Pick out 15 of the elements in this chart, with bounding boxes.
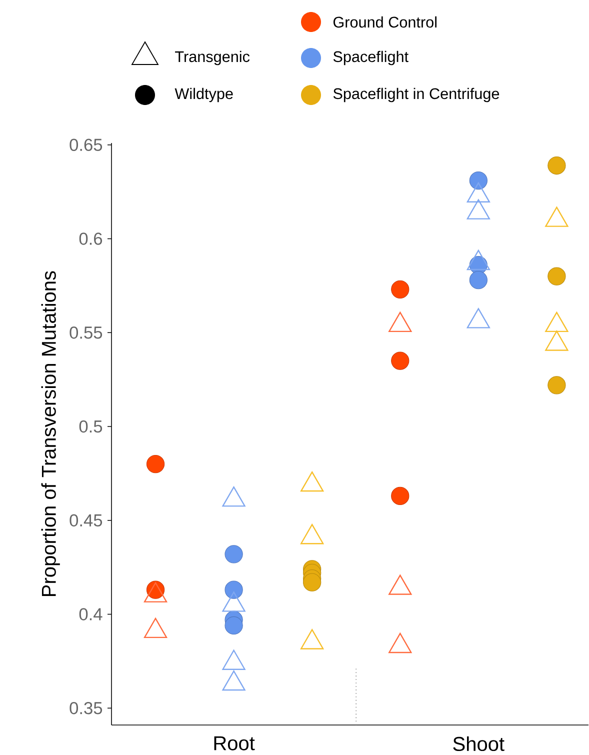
y-axis-title: Proportion of Transversion Mutations <box>41 271 60 596</box>
legend-label: Ground Control <box>333 16 436 28</box>
y-tick-label: 0.45 <box>70 514 102 526</box>
y-tick-label: 0.4 <box>79 608 102 620</box>
text: Wildtype <box>174 88 233 102</box>
legend-label: Spaceflight <box>333 50 408 66</box>
legend-label: Spaceflight in Centrifuge <box>333 88 500 102</box>
y-tick-label: 0.35 <box>70 702 102 714</box>
y-tick-label: 0.5 <box>79 420 102 433</box>
y-tick-label: 0.55 <box>70 326 102 339</box>
x-tick-label: Root <box>214 736 255 750</box>
text: Transgenic <box>175 50 250 66</box>
y-tick-label: 0.65 <box>70 138 102 152</box>
y-tick-label: 0.6 <box>79 232 102 245</box>
x-tick-label: Shoot <box>453 736 504 752</box>
